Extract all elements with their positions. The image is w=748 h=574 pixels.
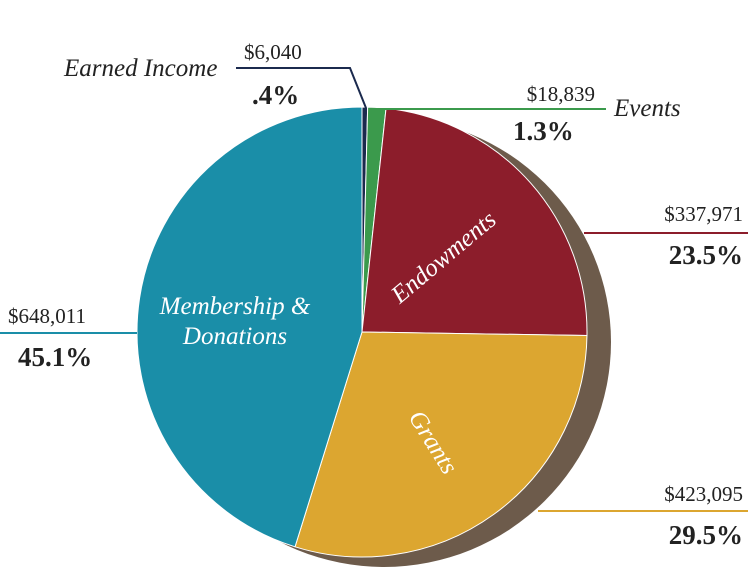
leader-line bbox=[236, 67, 367, 109]
percent-label: 45.1% bbox=[18, 342, 93, 372]
percent-label: .4% bbox=[252, 80, 300, 110]
pie-slice bbox=[294, 331, 588, 558]
category-label: Membership & Donations bbox=[159, 293, 311, 350]
percent-label: 23.5% bbox=[668, 240, 743, 270]
pie-slice bbox=[136, 106, 363, 548]
percent-label: 1.3% bbox=[513, 116, 574, 146]
amount-label: $337,971 bbox=[664, 202, 743, 226]
amount-label: $423,095 bbox=[664, 482, 743, 506]
percent-label: 29.5% bbox=[668, 520, 743, 550]
amount-label: $648,011 bbox=[8, 304, 86, 328]
category-label: Earned Income bbox=[64, 55, 218, 82]
category-label: Events bbox=[614, 95, 681, 122]
amount-label: $18,839 bbox=[526, 82, 595, 106]
pie-slice bbox=[361, 107, 588, 337]
amount-label: $6,040 bbox=[244, 40, 302, 64]
